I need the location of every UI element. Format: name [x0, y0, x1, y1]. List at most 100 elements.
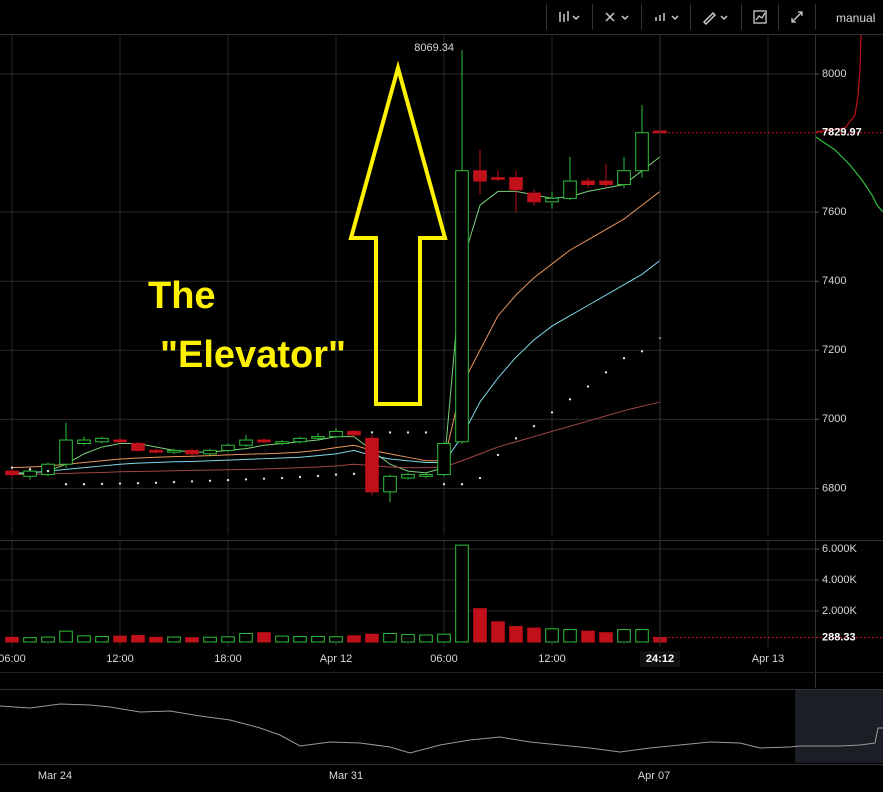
candle-body — [167, 449, 181, 453]
candle-body — [473, 170, 487, 182]
candle-body — [149, 449, 163, 453]
x-tick-label: 18:00 — [214, 653, 242, 665]
y-tick-label: 6.000K — [822, 543, 858, 555]
candle-body — [131, 442, 145, 451]
volume-bar — [545, 628, 559, 643]
sar-dot — [10, 466, 14, 469]
volume-bar — [293, 636, 307, 643]
candle-body — [365, 437, 379, 493]
candle-body — [95, 437, 109, 443]
candle-body — [635, 132, 649, 172]
volume-bar — [527, 627, 541, 643]
candle-body — [293, 437, 307, 443]
volume-bar — [419, 634, 433, 643]
candle-body — [509, 177, 523, 191]
countdown-label: 24:12 — [646, 653, 674, 665]
candle-body — [599, 180, 613, 186]
sar-dot — [298, 475, 302, 479]
sar-dot — [622, 357, 626, 360]
annotation-text: "Elevator" — [160, 334, 346, 376]
volume-bar — [41, 636, 55, 643]
candle-body — [491, 177, 505, 180]
sar-dot — [118, 482, 122, 485]
candle-body — [257, 439, 271, 443]
navigator-line — [0, 703, 883, 754]
candle-body — [59, 439, 73, 465]
y-tick-label: 8000 — [822, 68, 846, 80]
sar-dot — [82, 483, 86, 486]
volume-bar — [167, 636, 181, 643]
y-tick-label: 7000 — [822, 413, 846, 425]
navigator-tick-label: Mar 31 — [329, 770, 363, 782]
candle-body — [617, 170, 631, 186]
navigator-window[interactable] — [795, 690, 883, 763]
volume-bar — [5, 636, 19, 643]
sar-dot — [640, 350, 644, 353]
y-tick-label: 7400 — [822, 275, 846, 287]
sar-dot — [154, 481, 158, 485]
y-tick-label: 6800 — [822, 482, 846, 494]
volume-bar — [59, 630, 73, 643]
sar-dot — [28, 468, 32, 471]
candle-body — [527, 192, 541, 203]
volume-bar — [257, 632, 271, 643]
volume-bar — [599, 632, 613, 643]
navigator-tick-label: Apr 07 — [638, 770, 670, 782]
sar-dot — [280, 476, 284, 480]
navigator-tick-label: Mar 24 — [38, 770, 72, 782]
volume-bar — [221, 636, 235, 643]
mode-label[interactable]: manual — [836, 11, 875, 25]
sar-dot — [406, 431, 410, 434]
candle-body — [185, 449, 199, 455]
fullscreen-button[interactable] — [791, 11, 803, 23]
sar-dot — [352, 472, 356, 476]
candle-body — [77, 439, 91, 444]
candle-body — [329, 430, 343, 438]
depth-asks — [815, 34, 862, 133]
sar-dot — [46, 469, 50, 473]
candle-body — [437, 442, 451, 476]
volume-bar — [581, 630, 595, 643]
candle-body — [383, 475, 397, 493]
sar-dot — [208, 479, 212, 482]
moving-average-line — [11, 191, 661, 469]
sar-dot — [424, 431, 428, 434]
moving-average-line — [11, 401, 661, 476]
volume-bar — [635, 629, 649, 643]
draw-button[interactable] — [702, 11, 728, 26]
compare-button[interactable] — [753, 10, 767, 24]
volume-bar — [77, 635, 91, 643]
candle-body — [5, 470, 19, 476]
x-tick-label: 06:00 — [430, 653, 458, 665]
sar-dot — [100, 482, 104, 486]
candle-body — [23, 470, 37, 477]
sar-dot — [442, 483, 446, 486]
candle-type-button[interactable] — [559, 11, 580, 22]
volume-bar — [491, 621, 505, 643]
candle-body — [455, 170, 469, 443]
volume-bar — [563, 629, 577, 643]
sar-dot — [370, 431, 374, 434]
candle-body — [347, 430, 361, 436]
moving-average-line — [11, 260, 661, 476]
sar-dot — [496, 453, 500, 457]
volume-bar — [149, 636, 163, 643]
candle-body — [41, 463, 55, 476]
candle-body — [581, 180, 595, 186]
sar-dot — [532, 425, 536, 428]
volume-bar — [23, 637, 37, 643]
candle-body — [545, 197, 559, 203]
indicators-button[interactable] — [605, 12, 629, 22]
plot: 06:00 12:00 18:00 Apr 12 06:00 12:00 Apr 13 680… — [0, 35, 883, 667]
sar-dot — [586, 385, 590, 388]
y-tick-label: 7200 — [822, 344, 846, 356]
candle-body — [419, 474, 433, 477]
volume-bar — [401, 634, 415, 643]
sar-dot — [64, 483, 68, 486]
depth-bids — [815, 136, 883, 213]
candle-body — [401, 474, 415, 479]
interval-button[interactable] — [655, 13, 679, 21]
max-price-label: 8069.34 — [414, 42, 454, 54]
